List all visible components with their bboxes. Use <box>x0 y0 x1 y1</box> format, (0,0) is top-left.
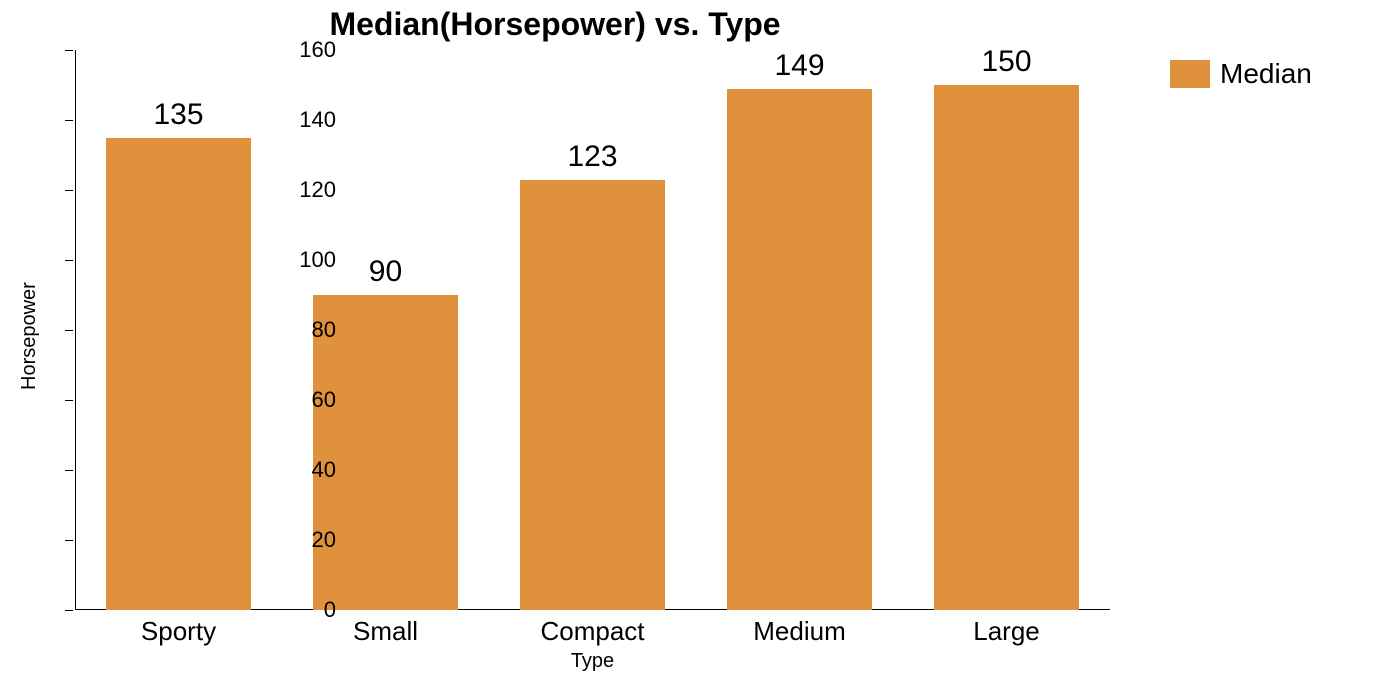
y-tick-label: 140 <box>299 107 336 133</box>
x-category-label: Compact <box>489 616 696 647</box>
y-tick <box>65 50 73 51</box>
y-tick-label: 60 <box>312 387 336 413</box>
chart-container: Median(Horsepower) vs. Type Median 13590… <box>0 0 1384 688</box>
legend-label: Median <box>1220 58 1312 90</box>
bar: 135 <box>106 138 251 611</box>
y-axis-line <box>75 50 76 610</box>
y-tick <box>65 540 73 541</box>
x-category-label: Large <box>903 616 1110 647</box>
legend-swatch <box>1170 60 1210 88</box>
y-axis-title: Horsepower <box>18 282 41 390</box>
y-tick <box>65 470 73 471</box>
y-tick-label: 80 <box>312 317 336 343</box>
y-tick-label: 100 <box>299 247 336 273</box>
x-category-label: Sporty <box>75 616 282 647</box>
bar-value-label: 123 <box>520 140 665 174</box>
y-tick <box>65 120 73 121</box>
x-category-label: Small <box>282 616 489 647</box>
x-category-label: Medium <box>696 616 903 647</box>
plot-area: 13590123149150 <box>75 50 1110 610</box>
y-tick-label: 20 <box>312 527 336 553</box>
legend: Median <box>1170 58 1312 90</box>
bar-value-label: 149 <box>727 49 872 83</box>
y-tick-label: 40 <box>312 457 336 483</box>
y-tick <box>65 190 73 191</box>
x-axis-title: Type <box>75 650 1110 673</box>
y-tick <box>65 400 73 401</box>
y-tick <box>65 330 73 331</box>
y-tick <box>65 610 73 611</box>
bar: 150 <box>934 85 1079 610</box>
y-tick-label: 160 <box>299 37 336 63</box>
y-tick-label: 120 <box>299 177 336 203</box>
bar: 149 <box>727 89 872 611</box>
y-tick <box>65 260 73 261</box>
bar-value-label: 135 <box>106 98 251 132</box>
bar-value-label: 150 <box>934 45 1079 79</box>
bar: 123 <box>520 180 665 611</box>
chart-title: Median(Horsepower) vs. Type <box>0 6 1110 43</box>
